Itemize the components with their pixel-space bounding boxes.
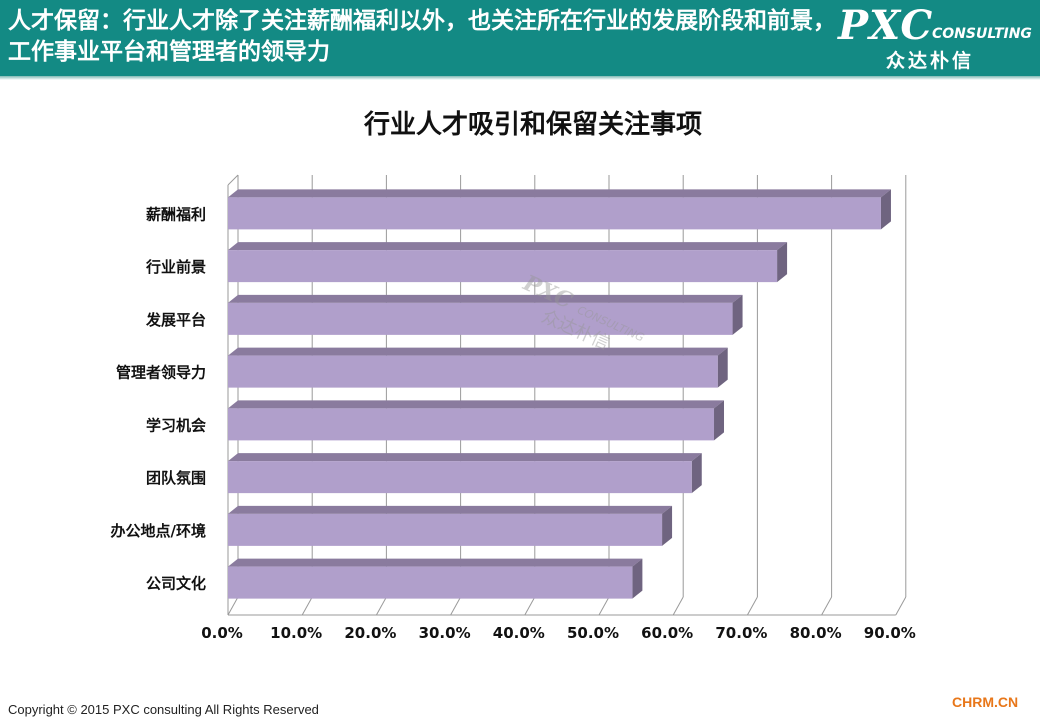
y-axis-top <box>227 174 239 186</box>
x-tick-label: 10.0% <box>270 624 322 642</box>
x-tick-label: 80.0% <box>790 624 842 642</box>
bar-side <box>717 347 728 388</box>
floor-gridline <box>746 596 758 616</box>
chart-title: 行业人才吸引和保留关注事项 <box>363 110 702 140</box>
x-tick-label: 60.0% <box>641 624 693 642</box>
bar-top <box>228 558 643 567</box>
bar <box>228 355 718 388</box>
floor-gridline <box>450 596 462 616</box>
header-divider <box>0 76 1040 80</box>
category-label: 团队氛围 <box>146 469 206 487</box>
category-label: 管理者领导力 <box>116 364 206 382</box>
bar-side <box>632 558 643 599</box>
bar-top <box>228 453 702 462</box>
category-label: 行业前景 <box>145 258 206 276</box>
footer-brand: CHRM.CN <box>952 694 1019 710</box>
logo-cn-text: 众达朴信 <box>886 50 975 72</box>
x-tick-label: 0.0% <box>201 624 243 642</box>
copyright-text: Copyright © 2015 PXC consulting All Righ… <box>8 702 319 717</box>
bar-side <box>714 400 725 441</box>
bar <box>228 302 733 335</box>
category-label: 薪酬福利 <box>146 205 206 223</box>
x-tick-label: 50.0% <box>567 624 619 642</box>
bar <box>228 408 715 441</box>
floor-gridline <box>598 596 610 616</box>
logo-sub-text: CONSULTING <box>932 26 1032 42</box>
x-tick-label: 20.0% <box>344 624 396 642</box>
bar-top <box>228 505 673 514</box>
bar <box>228 513 663 546</box>
bar-top <box>228 347 728 356</box>
bar <box>228 197 881 230</box>
bar-side <box>777 242 788 283</box>
bar <box>228 461 692 494</box>
bar-top <box>228 400 725 409</box>
floor-gridline <box>672 596 684 616</box>
page-title: 人才保留：行业人才除了关注薪酬福利以外，也关注所在行业的发展阶段和前景，工作事业… <box>8 8 836 65</box>
x-tick-label: 30.0% <box>419 624 471 642</box>
company-logo: PXC CONSULTING 众达朴信 <box>838 2 1038 74</box>
bar <box>228 566 633 599</box>
floor-gridline <box>895 596 907 616</box>
category-label: 办公地点/环境 <box>111 522 206 540</box>
floor-gridline <box>524 596 536 616</box>
bar <box>228 250 778 283</box>
bar-top <box>228 242 788 251</box>
x-tick-label: 40.0% <box>493 624 545 642</box>
category-label: 发展平台 <box>145 311 206 329</box>
floor-gridline <box>821 596 833 616</box>
floor-gridline <box>301 596 313 616</box>
x-tick-label: 70.0% <box>715 624 767 642</box>
bar-side <box>691 453 702 494</box>
logo-main-text: PXC <box>838 2 934 49</box>
bar-top <box>228 294 743 303</box>
bar-side <box>732 294 743 335</box>
category-label: 学习机会 <box>146 416 206 434</box>
bar-side <box>662 505 673 546</box>
header-banner: 人才保留：行业人才除了关注薪酬福利以外，也关注所在行业的发展阶段和前景，工作事业… <box>0 0 1040 76</box>
floor-gridline <box>227 596 239 616</box>
floor-gridline <box>375 596 387 616</box>
bar-side <box>880 189 891 230</box>
x-tick-label: 90.0% <box>864 624 916 642</box>
bar-top <box>228 189 891 198</box>
category-label: 公司文化 <box>146 575 206 593</box>
